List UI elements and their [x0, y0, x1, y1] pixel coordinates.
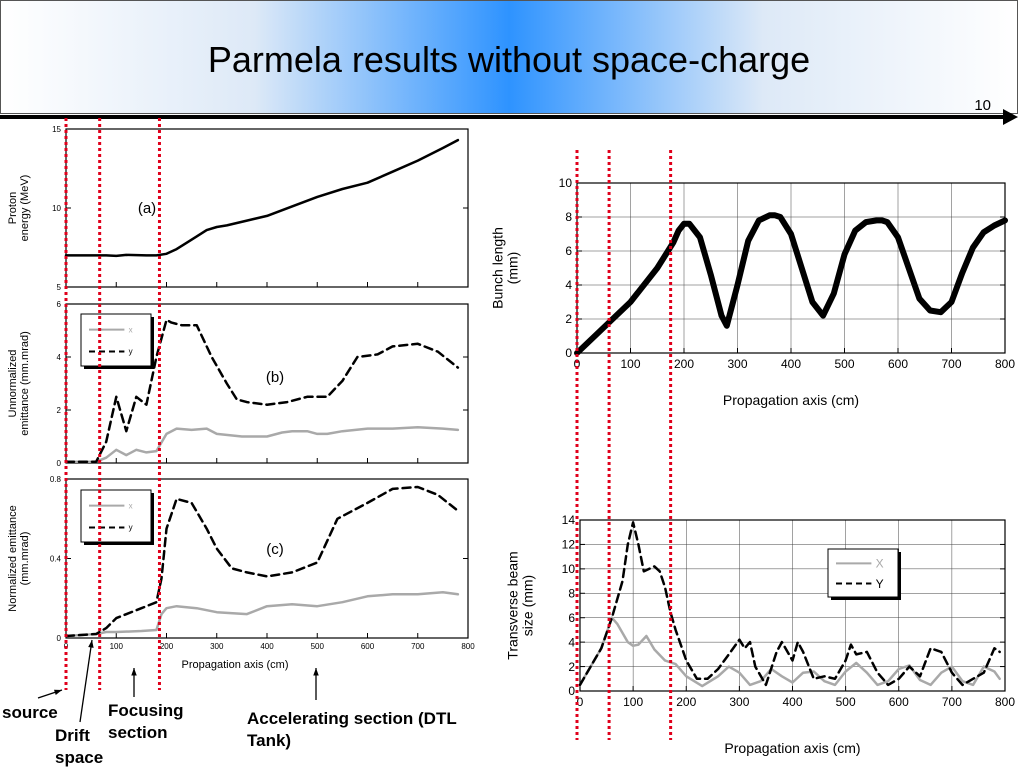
y-tick-label: 0 [565, 346, 572, 360]
series-x-line [64, 591, 460, 638]
accelerating-arrow-head [313, 668, 319, 676]
y-tick-label: 6 [568, 611, 575, 625]
series-y-line [64, 485, 460, 638]
x-tick-label: 800 [461, 642, 475, 651]
y-tick-label: 4 [568, 635, 575, 649]
series-x-line [64, 425, 460, 463]
x-tick-label: 800 [995, 357, 1015, 371]
x-tick-label: 0 [577, 695, 584, 709]
legend-label-y: y [129, 347, 133, 356]
legend-label-x: x [129, 501, 133, 510]
y-axis-label: Bunch length [490, 227, 506, 309]
x-tick-label: 300 [727, 357, 747, 371]
legend-box [80, 489, 152, 543]
y-tick-label: 8 [565, 210, 572, 224]
x-tick-label: 400 [260, 642, 274, 651]
focusing-arrow-head [131, 668, 137, 676]
legend-label-Y: Y [876, 577, 884, 591]
y-tick-label: 2 [568, 660, 575, 674]
y-axis-label: Unnormalized [7, 350, 19, 418]
drift-arrow-head [88, 640, 94, 648]
y-tick-label: 6 [565, 244, 572, 258]
panel-label: (a) [138, 200, 156, 217]
legend-box [827, 548, 899, 598]
series-bunch-line [574, 212, 1008, 356]
y-axis-label: Transverse beam [505, 551, 521, 659]
panel-label: (b) [266, 369, 284, 386]
y-tick-label: 8 [568, 586, 575, 600]
x-tick-label: 400 [781, 357, 801, 371]
y-tick-label: 12 [562, 538, 576, 552]
y-tick-label: 10 [562, 562, 576, 576]
y-tick-label: 5 [57, 283, 62, 292]
x-axis-label: Propagation axis (cm) [723, 392, 859, 408]
series-Y-line [578, 521, 1001, 687]
y-tick-label: 2 [57, 406, 62, 415]
y-axis-label: Normalized emittance [7, 505, 19, 611]
x-tick-label: 600 [888, 357, 908, 371]
panel-label: (c) [266, 541, 284, 558]
legend-label-y: y [129, 523, 133, 532]
y-tick-label: 4 [565, 278, 572, 292]
x-tick-label: 100 [110, 642, 124, 651]
source-label: source [2, 703, 58, 722]
y-tick-label: 0.8 [50, 475, 62, 484]
x-tick-label: 500 [836, 695, 856, 709]
y-tick-label: 10 [559, 176, 573, 190]
x-tick-label: 800 [995, 695, 1015, 709]
y-axis-label: (mm) [505, 252, 521, 285]
x-tick-label: 300 [729, 695, 749, 709]
y-tick-label: 2 [565, 312, 572, 326]
drift-space-label: Drift space [55, 726, 104, 767]
x-tick-label: 700 [941, 357, 961, 371]
energy-plot-frame [65, 128, 469, 288]
x-axis-label: Propagation axis (cm) [182, 659, 289, 671]
x-tick-label: 600 [361, 642, 375, 651]
legend-label-x: x [129, 325, 133, 334]
x-tick-label: 0 [574, 357, 581, 371]
y-axis-label: emittance (mm.mrad) [19, 331, 31, 436]
y-tick-label: 0 [57, 459, 62, 468]
series-X-line [578, 616, 1001, 688]
y-tick-label: 10 [52, 204, 61, 213]
y-tick-label: 0.4 [50, 554, 62, 563]
drift-arrow [79, 639, 93, 723]
x-tick-label: 700 [942, 695, 962, 709]
y-tick-label: 14 [562, 513, 576, 527]
x-tick-label: 300 [210, 642, 224, 651]
x-tick-label: 500 [834, 357, 854, 371]
slide-header: Parmela results without space-charge 10 [0, 0, 1018, 114]
x-tick-label: 500 [311, 642, 325, 651]
x-tick-label: 700 [411, 642, 425, 651]
x-tick-label: 400 [782, 695, 802, 709]
legend-label-X: X [876, 557, 884, 571]
y-axis-label: Proton [7, 192, 19, 224]
source-arrow-head [54, 689, 62, 695]
slide-title: Parmela results without space-charge [207, 39, 811, 80]
y-tick-label: 0 [57, 634, 62, 643]
focusing-section-label: Focusing section [108, 701, 184, 742]
y-axis-label: energy (MeV) [19, 175, 31, 242]
y-tick-label: 6 [57, 300, 62, 309]
header-arrow [0, 109, 1018, 125]
x-tick-label: 200 [160, 642, 174, 651]
x-tick-label: 100 [623, 695, 643, 709]
series-energy-line [64, 138, 460, 258]
slide-number: 10 [974, 97, 991, 114]
accelerating-section-label: Accelerating section (DTL Tank) [247, 709, 457, 750]
y-axis-label: size (mm) [520, 575, 536, 636]
x-tick-label: 100 [620, 357, 640, 371]
y-tick-label: 0 [568, 684, 575, 698]
legend-box [80, 313, 152, 367]
y-axis-label: (mm.mrad) [19, 532, 31, 586]
x-tick-label: 200 [674, 357, 694, 371]
x-axis-label: Propagation axis (cm) [724, 740, 860, 756]
x-tick-label: 600 [889, 695, 909, 709]
y-tick-label: 4 [57, 353, 62, 362]
x-tick-label: 200 [676, 695, 696, 709]
series-y-line [64, 318, 460, 463]
y-tick-label: 15 [52, 125, 61, 134]
